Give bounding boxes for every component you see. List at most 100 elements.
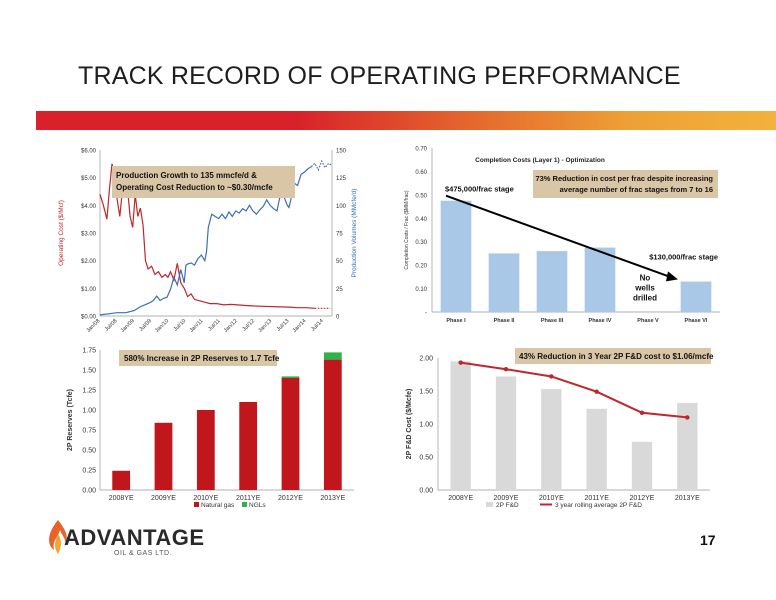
y-tick: 0.20 [415,264,427,270]
y-axis-label: 2P F&D Cost ($/Mcfe) [406,389,413,460]
y-tick-left: $2.00 [81,259,97,265]
y-tick-left: $4.00 [81,204,97,210]
x-tick: Phase V [637,318,659,324]
gas-bar [239,402,258,490]
y-tick: 0.60 [415,170,427,176]
y-axis-right-label: Production Volumes (MMcfe/d) [351,189,358,278]
x-tick: Phase II [494,318,515,324]
production-line [310,159,333,172]
fd-cost-chart: 0.00 0.50 1.00 1.50 2.00 2P F&D Cost ($/Mcfe)… [406,348,714,509]
y-tick: 0.00 [82,488,96,495]
gas-bar [323,359,342,490]
flame-icon [49,520,67,554]
arrow-head-icon [666,271,678,282]
cost-bar [440,200,472,312]
page-number: 17 [700,532,716,548]
y-tick: 0.75 [82,428,96,435]
cost-bar [536,251,568,312]
callout-text: 73% Reduction in cost per frac despite i… [535,174,713,183]
rolling-average-point [549,374,554,379]
annotation-no-wells: No [640,274,651,283]
x-tick: Phase I [446,318,466,324]
y-tick-right: 0 [336,315,340,321]
x-tick: Jul/14 [310,318,325,333]
x-tick: 2011YE [584,495,609,502]
x-tick: 2009YE [494,495,519,502]
fd-bar [586,408,607,490]
legend-label: 3 year rolling average 2P F&D [555,502,642,509]
x-tick: Jul/12 [241,318,256,333]
rolling-average-point [458,360,463,365]
y-tick-right: 75 [336,232,343,238]
x-tick: Jan/12 [223,318,239,334]
ngl-bar [323,352,342,360]
x-tick: 2010YE [539,495,564,502]
x-tick: Jan/13 [257,318,273,334]
legend-swatch-fd [486,502,493,507]
legend-label: NGLs [249,502,266,509]
x-tick: Jan/10 [154,318,170,334]
legend-label: 2P F&D [496,502,519,509]
y-tick-right: 100 [336,204,347,210]
y-tick: - [425,311,427,317]
y-tick: 0.00 [419,488,433,495]
rolling-average-point [594,389,599,394]
y-tick: 0.30 [415,240,427,246]
fd-bar [631,441,653,490]
y-tick: 1.25 [82,388,96,395]
y-tick-left: $5.00 [81,176,97,182]
annotation-end-cost: $130,000/frac stage [649,253,718,262]
y-tick: 1.75 [82,348,96,355]
callout-text: Production Growth to 135 mmcfe/d & [116,171,257,180]
y-tick: 0.10 [415,287,427,293]
y-tick: 0.25 [82,468,96,475]
annotation-start-cost: $475,000/frac stage [445,185,514,194]
x-tick: 2012YE [278,495,303,502]
callout-box [112,166,295,198]
y-tick-right: 25 [336,287,343,293]
y-tick: 0.50 [415,193,427,199]
x-tick: Phase III [541,318,564,324]
x-tick: 2013YE [320,495,345,502]
callout-box [515,348,711,364]
x-tick: Jan/09 [120,318,136,334]
annotation-no-wells: drilled [633,294,657,303]
y-axis-label: Completion Costs / Frac ($MM/frac) [404,190,410,270]
callout-box [533,170,718,198]
fd-bar [495,376,517,490]
x-tick: Jul/09 [138,318,153,333]
gas-bar [112,470,131,490]
x-tick: Phase IV [589,318,612,324]
fd-bar [677,402,698,490]
x-tick: Jan/08 [85,318,101,334]
page-title: TRACK RECORD OF OPERATING PERFORMANCE [78,62,681,90]
callout-text: average number of frac stages from 7 to … [560,185,713,194]
legend-label: Natural gas [201,502,235,509]
completion-costs-chart: - 0.10 0.20 0.30 0.40 0.50 0.60 0.70 Completion … [404,147,720,324]
cost-bar [680,281,712,312]
fd-bar [541,389,562,490]
y-tick: 1.00 [419,422,433,429]
x-tick: 2008YE [448,495,473,502]
x-tick: Jan/14 [292,318,308,334]
callout-text: 43% Reduction in 3 Year 2P F&D cost to $… [519,352,714,361]
callout-text: Operating Cost Reduction to ~$0.30/mcfe [116,183,273,192]
gas-bar [281,378,300,490]
rolling-average-point [685,415,690,420]
y-tick-right: 125 [336,176,347,182]
rolling-average-point [639,410,645,415]
y-tick: 0.70 [415,147,427,153]
x-tick: Jan/11 [189,318,205,334]
x-tick: 2010YE [193,495,218,502]
production-opcost-chart: $0.00 $1.00 $2.00 $3.00 $4.00 $5.00 $6.00 0 25 50… [58,149,358,335]
y-tick-left: $6.00 [81,149,97,155]
rolling-average-point [503,367,509,372]
x-tick: Jul/10 [173,318,188,333]
x-tick: Jul/08 [104,318,119,333]
ngl-bar [281,376,300,378]
logo-name: ADVANTAGE [64,525,205,550]
y-tick-right: 150 [336,149,347,155]
annotation-no-wells: wells [634,284,655,293]
y-tick-right: 50 [336,259,343,265]
y-tick: 1.50 [82,368,96,375]
